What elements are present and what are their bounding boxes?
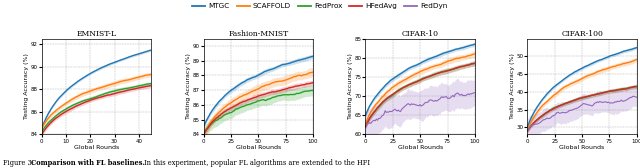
- Y-axis label: Testing Accuracy (%): Testing Accuracy (%): [186, 54, 191, 119]
- Y-axis label: Testing Accuracy (%): Testing Accuracy (%): [348, 54, 353, 119]
- Title: CIFAR-100: CIFAR-100: [561, 30, 603, 38]
- Legend: MTGC, SCAFFOLD, FedProx, HFedAvg, FedDyn: MTGC, SCAFFOLD, FedProx, HFedAvg, FedDyn: [189, 0, 451, 12]
- Y-axis label: Testing Accuracy (%): Testing Accuracy (%): [24, 54, 29, 119]
- Text: In this experiment, popular FL algorithms are extended to the HFI: In this experiment, popular FL algorithm…: [142, 159, 370, 167]
- Title: Fashion-MNIST: Fashion-MNIST: [228, 30, 289, 38]
- Title: CIFAR-10: CIFAR-10: [402, 30, 438, 38]
- X-axis label: Global Rounds: Global Rounds: [236, 145, 281, 150]
- Title: EMNIST-L: EMNIST-L: [76, 30, 116, 38]
- Y-axis label: Testing Accuracy (%): Testing Accuracy (%): [510, 54, 515, 119]
- Text: Comparison with FL baselines.: Comparison with FL baselines.: [31, 159, 145, 167]
- X-axis label: Global Rounds: Global Rounds: [397, 145, 443, 150]
- X-axis label: Global Rounds: Global Rounds: [559, 145, 605, 150]
- Text: Figure 3:: Figure 3:: [3, 159, 36, 167]
- X-axis label: Global Rounds: Global Rounds: [74, 145, 119, 150]
